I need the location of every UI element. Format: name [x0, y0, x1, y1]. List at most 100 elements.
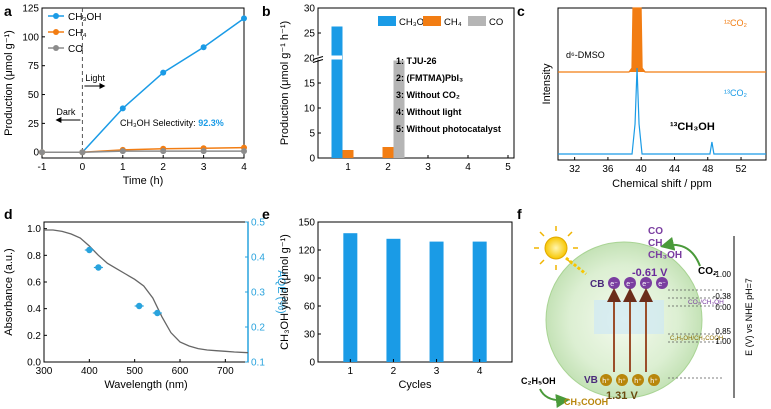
x-tick-label: 4	[241, 162, 247, 173]
plot-frame	[43, 221, 249, 363]
x-tick-label: 3	[434, 366, 440, 377]
light-label: Light	[85, 73, 105, 83]
spectrum-12co2	[558, 7, 766, 73]
svg-text:0.85: 0.85	[715, 327, 731, 336]
series-point-0	[119, 105, 126, 112]
legend-marker-0	[53, 13, 59, 19]
y-tick-label: 30	[304, 330, 316, 341]
aqe-point	[86, 246, 93, 254]
vb-potential: 1.31 V	[606, 390, 638, 402]
svg-text:-1.00: -1.00	[713, 270, 732, 279]
panel-b-chart: 0 5 10 15 20 25 30 1 2 3 4 5 Production (μmol g⁻¹ h⁻…	[279, 4, 515, 173]
x-tick-label: 36	[602, 164, 614, 175]
product-ch3oh: CH₃OH	[648, 250, 682, 261]
y2-tick-label: 0.4	[251, 253, 265, 264]
product-ch4: CH₄	[648, 238, 667, 249]
svg-text:e⁻: e⁻	[658, 281, 666, 288]
co2-label: CO₂	[698, 266, 717, 277]
excitation-arrows	[607, 288, 653, 372]
panel-label-e: e	[262, 206, 270, 222]
c2h5oh-label: C₂H₅OH	[521, 376, 556, 386]
ch3cooh-label: CH₃COOH	[564, 397, 608, 407]
x-tick-label: 40	[636, 164, 648, 175]
panel-a-chart: -1 0 1 2 3 4 0 25 50 75 100 125 Time (h) Production (…	[3, 4, 247, 188]
x-tick-label: 600	[172, 366, 189, 377]
series-point-0	[160, 69, 167, 76]
series-point-2	[119, 148, 126, 155]
y-tick-label: 25	[28, 119, 40, 130]
condition-item-0: 1: TJU-26	[396, 56, 437, 66]
axis-break-mark	[312, 59, 324, 63]
x-tick-label: 32	[569, 164, 581, 175]
holes: h⁺ h⁺ h⁺ h⁺	[600, 374, 660, 386]
vb-label: VB	[584, 375, 598, 386]
legend-label-2: CO	[68, 44, 83, 55]
x-tick-label: 300	[36, 366, 53, 377]
potential-lines	[668, 289, 724, 379]
x-tick-label: 400	[81, 366, 98, 377]
y-tick-label: 90	[304, 274, 316, 285]
svg-text:h⁺: h⁺	[602, 378, 610, 385]
svg-text:h⁺: h⁺	[650, 378, 658, 385]
c2h5oh-ch3cooh-couple: C₂H₅OH/CH₃COOH	[670, 336, 723, 342]
panel-label-c: c	[517, 3, 525, 19]
x-tick-label: 3	[425, 162, 431, 173]
axis-break-gap	[314, 55, 342, 60]
y2-tick-label: 0.3	[251, 288, 265, 299]
y-tick-label: 100	[22, 32, 39, 43]
y-tick-label: 75	[28, 61, 40, 72]
series-point-2	[39, 149, 45, 156]
x-tick-label: 1	[345, 162, 351, 173]
dmso-label: d⁶-DMSO	[566, 50, 605, 60]
legend-swatch-0	[378, 16, 396, 26]
product-co: CO	[648, 226, 663, 237]
x-tick-label: 44	[669, 164, 681, 175]
spectrum-13co2	[558, 67, 766, 155]
y-tick-label: 15	[304, 79, 316, 90]
x-tick-label: 52	[735, 164, 747, 175]
bar-1-1	[382, 147, 394, 158]
cb-potential: -0.61 V	[632, 267, 668, 279]
light-beam	[565, 256, 587, 276]
y-axis-label: Absorbance (a.u.)	[3, 248, 15, 335]
y-tick-label: 30	[304, 4, 316, 15]
y-tick-label: 0.4	[27, 304, 41, 315]
legend-marker-1	[53, 29, 59, 35]
legend-label-2: CO	[489, 17, 503, 28]
bar-cycle-4	[472, 241, 487, 362]
x-tick-label: 1	[120, 162, 126, 173]
x-axis-label: Chemical shift / ppm	[612, 178, 712, 190]
series-point-0	[241, 15, 247, 22]
x-tick-label: 5	[505, 162, 511, 173]
y-tick-label: 60	[304, 302, 316, 313]
y-tick-label: 0.0	[27, 358, 41, 369]
y-tick-label: 0	[309, 358, 315, 369]
selectivity-text: CH₃OH Selectivity: 92.3%	[120, 118, 224, 128]
x-tick-label: 1	[348, 366, 354, 377]
y-tick-label: 0.8	[27, 251, 41, 262]
plot-frame	[557, 7, 767, 161]
axis-break-mark	[312, 56, 324, 60]
co2-reduction-arrow	[660, 236, 701, 267]
x-axis-label: Wavelength (nm)	[104, 379, 187, 391]
y-tick-label: 10	[304, 104, 316, 115]
oxidation-arrow	[539, 388, 570, 408]
panel-label-a: a	[4, 3, 12, 19]
x-tick-label: 3	[201, 162, 207, 173]
label-13co2: ¹³CO₂	[724, 88, 747, 98]
y-tick-label: 0	[33, 148, 39, 159]
legend-label-0: CH₃OH	[68, 12, 102, 23]
x-tick-label: 2	[391, 366, 397, 377]
absorbance-curve	[44, 229, 249, 354]
x-tick-label: -1	[38, 162, 47, 173]
y-tick-label: 5	[309, 129, 315, 140]
condition-item-3: 4: Without light	[396, 107, 461, 117]
svg-text:h⁺: h⁺	[634, 378, 642, 385]
y-tick-label: 0.2	[27, 331, 41, 342]
svg-text:e⁻: e⁻	[626, 281, 634, 288]
y-tick-label: 25	[304, 29, 316, 40]
legend-swatch-2	[468, 16, 486, 26]
panel-c-chart: 32 36 40 44 48 52 Chemical shift / ppm Intensit…	[541, 7, 767, 190]
x-tick-label: 0	[80, 162, 86, 173]
bar-0-0	[331, 26, 343, 158]
